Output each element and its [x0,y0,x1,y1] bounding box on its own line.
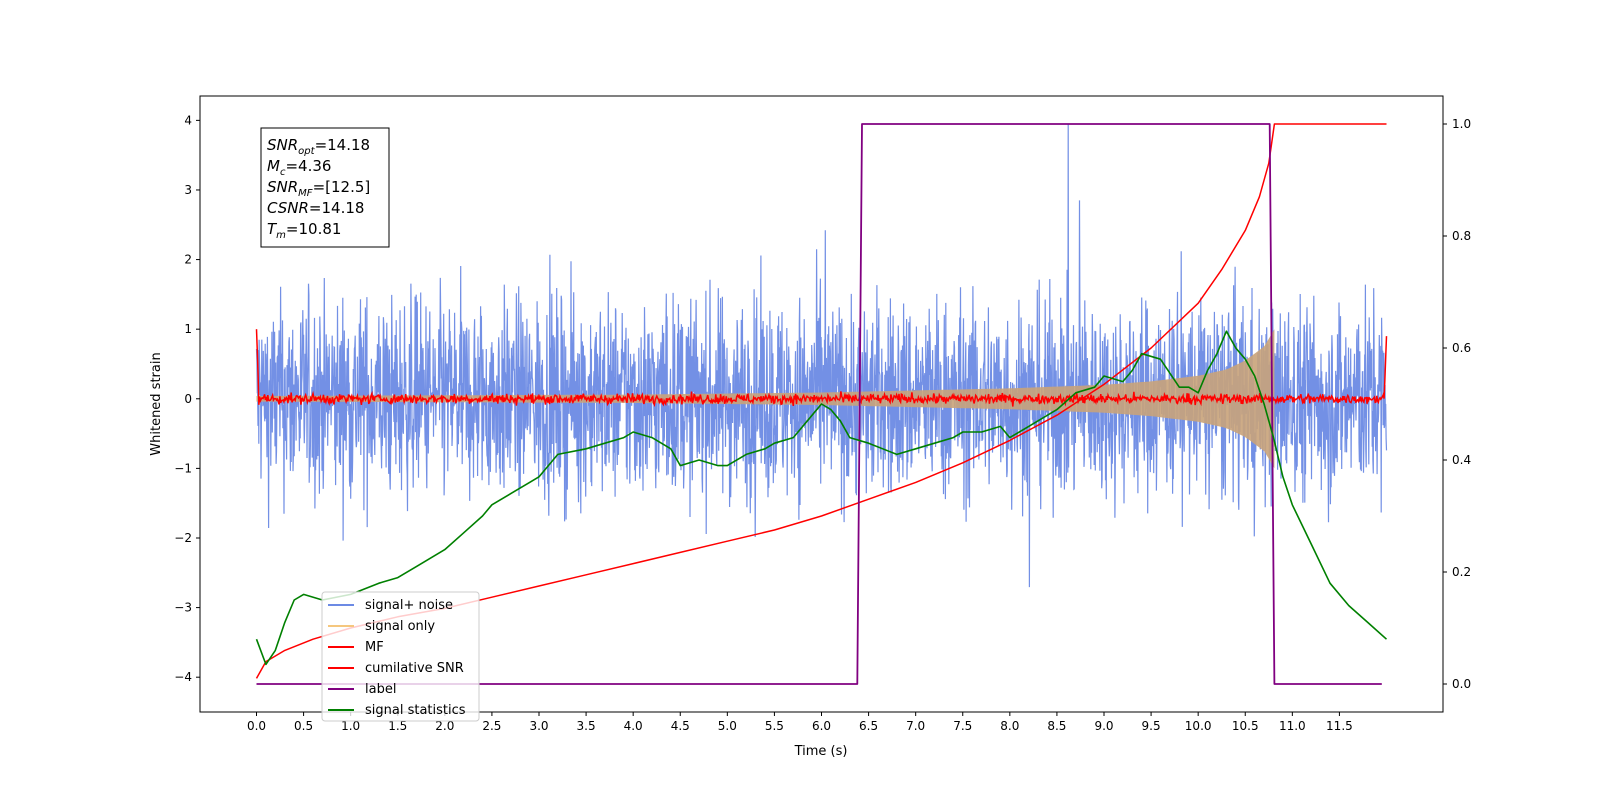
x-tick-label: 8.0 [1000,719,1019,733]
y-axis-label: Whitened strain [149,352,164,455]
x-tick-label: 6.5 [859,719,878,733]
x-tick-label: 10.0 [1185,719,1212,733]
legend-label: signal statistics [365,703,466,718]
x-tick-label: 2.5 [482,719,501,733]
y2-tick-label: 0.2 [1452,565,1471,579]
annotation-line: Tm=10.81 [267,220,341,241]
y2-tick-label: 0.4 [1452,453,1471,467]
x-tick-label: 4.0 [624,719,643,733]
annotation-box: SNRopt=14.18Mc=4.36SNRMF=[12.5]CSNR=14.1… [260,127,390,248]
x-tick-label: 0.0 [247,719,266,733]
legend-label: cumilative SNR [365,661,464,676]
y2-tick-label: 0.8 [1452,229,1471,243]
series-signal-noise-line [255,123,1388,588]
x-tick-label: 6.0 [812,719,831,733]
x-axis-ticks: 0.0 0.5 1.0 1.5 2.0 2.5 3.0 3.5 4.0 4.5 5.0 5.5 6.0 6… [247,712,1353,733]
y2-axis-ticks: 1.0 0.8 0.6 0.4 0.2 0.0 [1443,117,1471,691]
series-mf-line [255,329,1388,408]
legend-label: signal only [365,619,435,634]
legend-label: label [365,682,396,697]
series-label-line [256,123,1382,685]
x-tick-label: 7.0 [906,719,925,733]
series-signal-statistics-line [255,330,1388,666]
x-tick-label: 11.5 [1326,719,1353,733]
annotation-line: SNRMF=[12.5] [267,178,370,199]
y-tick-label: 1 [184,322,192,336]
x-tick-label: 8.5 [1047,719,1066,733]
x-tick-label: 3.5 [577,719,596,733]
y-tick-label: 4 [184,113,192,127]
y2-tick-label: 0.6 [1452,341,1471,355]
x-tick-label: 11.0 [1279,719,1306,733]
legend-label: MF [365,640,384,655]
x-tick-label: 0.5 [294,719,313,733]
y-tick-label: −4 [174,670,192,684]
x-tick-label: 7.5 [953,719,972,733]
legend: signal+ noise signal only MF cumilative SNR… [321,591,480,722]
y-tick-label: 2 [184,253,192,267]
x-tick-label: 5.0 [718,719,737,733]
y-tick-label: −3 [174,601,192,615]
x-tick-label: 5.5 [765,719,784,733]
annotation-line: SNRopt=14.18 [267,136,370,157]
y2-tick-label: 1.0 [1452,117,1471,131]
y-tick-label: 3 [184,183,192,197]
x-tick-label: 9.0 [1094,719,1113,733]
y-axis-ticks: 4 3 2 1 0 −1 −2 −3 −4 [174,113,200,684]
x-axis-label: Time (s) [794,744,848,759]
x-tick-label: 10.5 [1232,719,1259,733]
x-tick-label: 9.5 [1142,719,1161,733]
y-tick-label: 0 [184,392,192,406]
legend-frame [321,591,480,722]
x-tick-label: 2.0 [435,719,454,733]
annotation-frame [260,127,390,248]
annotation-line: CSNR=14.18 [267,199,364,217]
x-tick-label: 4.5 [671,719,690,733]
annotation-line: Mc=4.36 [267,157,331,178]
x-tick-label: 1.5 [388,719,407,733]
y-tick-label: −1 [174,461,192,475]
x-tick-label: 1.0 [341,719,360,733]
x-tick-label: 3.0 [529,719,548,733]
legend-label: signal+ noise [365,598,453,613]
y2-tick-label: 0.0 [1452,677,1471,691]
y-tick-label: −2 [174,531,192,545]
